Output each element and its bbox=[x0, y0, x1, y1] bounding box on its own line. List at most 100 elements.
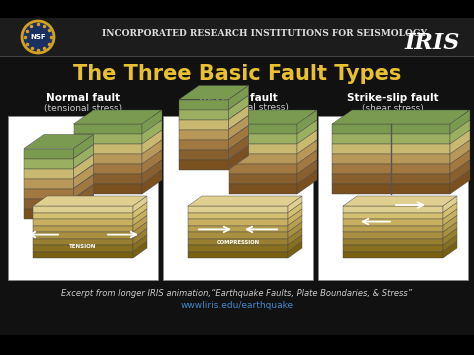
Polygon shape bbox=[443, 235, 457, 251]
Bar bbox=[179, 109, 228, 120]
Bar bbox=[24, 148, 73, 158]
Polygon shape bbox=[33, 196, 147, 206]
Polygon shape bbox=[73, 164, 93, 189]
Polygon shape bbox=[228, 146, 248, 169]
Bar bbox=[228, 164, 297, 174]
Polygon shape bbox=[288, 215, 302, 232]
Polygon shape bbox=[443, 202, 457, 219]
Polygon shape bbox=[142, 120, 162, 144]
Bar bbox=[0, 18, 474, 335]
Bar bbox=[318, 116, 468, 280]
Bar bbox=[332, 124, 450, 134]
Bar bbox=[24, 158, 73, 169]
Polygon shape bbox=[443, 229, 457, 245]
Bar bbox=[188, 239, 288, 245]
Text: (tensional stress): (tensional stress) bbox=[44, 104, 122, 113]
Bar bbox=[332, 174, 450, 184]
Bar bbox=[24, 198, 73, 208]
Polygon shape bbox=[133, 202, 147, 219]
Polygon shape bbox=[343, 196, 457, 206]
Polygon shape bbox=[188, 196, 302, 206]
Bar bbox=[332, 184, 450, 194]
Text: (shear stress): (shear stress) bbox=[362, 104, 424, 113]
Polygon shape bbox=[297, 110, 317, 134]
Bar bbox=[33, 206, 133, 213]
Polygon shape bbox=[443, 196, 457, 213]
Bar bbox=[332, 154, 450, 164]
Polygon shape bbox=[24, 135, 93, 148]
Bar bbox=[343, 225, 443, 232]
Bar bbox=[73, 184, 142, 194]
Bar bbox=[188, 232, 288, 239]
Bar bbox=[228, 174, 297, 184]
Text: Strike-slip fault: Strike-slip fault bbox=[347, 93, 439, 103]
Bar bbox=[188, 245, 288, 251]
Bar bbox=[228, 154, 297, 164]
Polygon shape bbox=[142, 110, 162, 134]
Polygon shape bbox=[450, 130, 470, 154]
Polygon shape bbox=[297, 170, 317, 194]
Polygon shape bbox=[288, 209, 302, 225]
Polygon shape bbox=[443, 222, 457, 239]
Polygon shape bbox=[228, 95, 248, 120]
Polygon shape bbox=[133, 229, 147, 245]
Bar bbox=[24, 179, 73, 189]
Bar bbox=[228, 134, 297, 144]
Text: INCORPORATED RESEARCH INSTITUTIONS FOR SEISMOLOGY: INCORPORATED RESEARCH INSTITUTIONS FOR S… bbox=[102, 28, 428, 38]
Bar bbox=[332, 164, 450, 174]
Bar bbox=[8, 116, 158, 280]
Bar bbox=[33, 213, 133, 219]
Bar bbox=[0, 335, 474, 355]
Polygon shape bbox=[443, 215, 457, 232]
Bar bbox=[179, 159, 228, 169]
Polygon shape bbox=[73, 154, 93, 179]
Text: Reverse fault: Reverse fault bbox=[199, 93, 277, 103]
Bar bbox=[179, 120, 228, 130]
Text: NSF: NSF bbox=[30, 34, 46, 40]
Bar bbox=[0, 58, 474, 88]
Polygon shape bbox=[288, 202, 302, 219]
Polygon shape bbox=[133, 222, 147, 239]
Text: IRIS: IRIS bbox=[405, 32, 460, 54]
Polygon shape bbox=[133, 235, 147, 251]
Polygon shape bbox=[450, 150, 470, 174]
Bar bbox=[33, 232, 133, 239]
Bar bbox=[73, 144, 142, 154]
Polygon shape bbox=[228, 105, 248, 130]
Polygon shape bbox=[228, 110, 317, 124]
Polygon shape bbox=[443, 241, 457, 258]
Bar bbox=[73, 154, 142, 164]
Polygon shape bbox=[133, 215, 147, 232]
Polygon shape bbox=[142, 170, 162, 194]
Polygon shape bbox=[288, 222, 302, 239]
Text: TENSION: TENSION bbox=[69, 244, 97, 249]
Polygon shape bbox=[73, 195, 93, 218]
Bar bbox=[163, 116, 313, 280]
Polygon shape bbox=[288, 241, 302, 258]
Bar bbox=[0, 18, 474, 56]
Bar bbox=[33, 251, 133, 258]
Text: The Three Basic Fault Types: The Three Basic Fault Types bbox=[73, 64, 401, 84]
Polygon shape bbox=[288, 235, 302, 251]
Bar bbox=[188, 251, 288, 258]
Polygon shape bbox=[73, 185, 93, 208]
Polygon shape bbox=[297, 130, 317, 154]
Text: (compressional stress): (compressional stress) bbox=[187, 104, 289, 113]
Bar bbox=[343, 206, 443, 213]
Polygon shape bbox=[142, 150, 162, 174]
Bar bbox=[73, 134, 142, 144]
Bar bbox=[0, 56, 474, 57]
Bar bbox=[343, 245, 443, 251]
Text: COMPRESSION: COMPRESSION bbox=[217, 240, 260, 245]
Polygon shape bbox=[133, 241, 147, 258]
Bar bbox=[188, 206, 288, 213]
Bar bbox=[228, 144, 297, 154]
Polygon shape bbox=[450, 170, 470, 194]
Bar bbox=[188, 213, 288, 219]
Bar bbox=[228, 184, 297, 194]
Bar bbox=[343, 213, 443, 219]
Polygon shape bbox=[133, 209, 147, 225]
Polygon shape bbox=[297, 140, 317, 164]
Polygon shape bbox=[73, 110, 162, 124]
Polygon shape bbox=[73, 135, 93, 158]
